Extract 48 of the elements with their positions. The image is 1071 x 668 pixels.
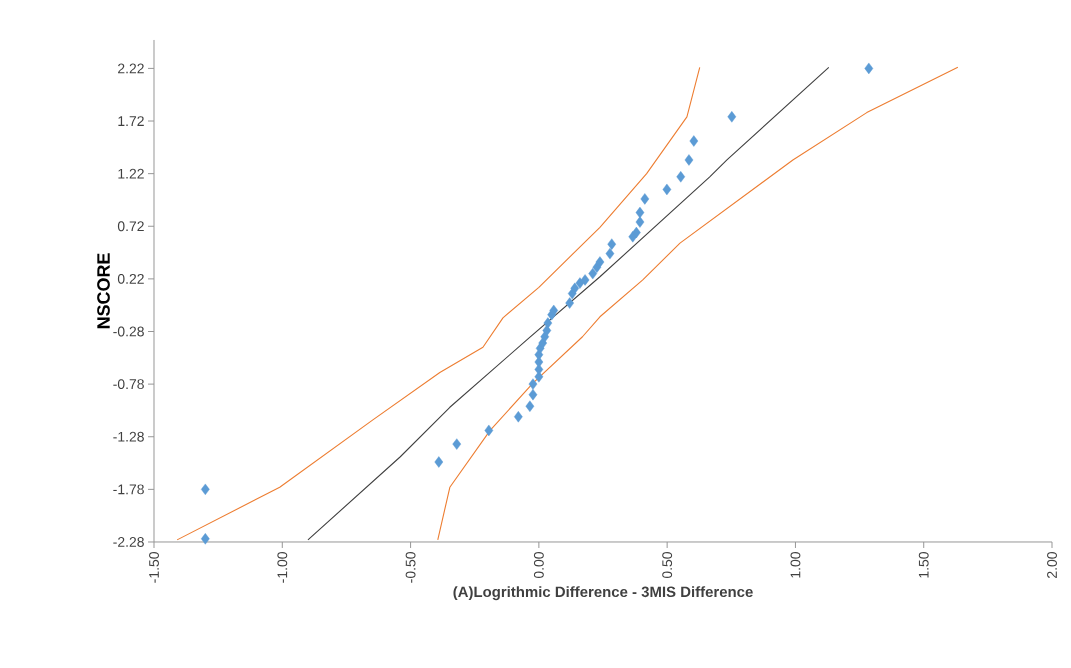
x-tick-label: -1.50 bbox=[149, 552, 159, 583]
y-axis-title: NSCORE bbox=[97, 253, 110, 329]
point bbox=[201, 533, 210, 545]
y-tick-label: -0.28 bbox=[113, 326, 144, 337]
point bbox=[595, 256, 605, 268]
point bbox=[528, 388, 538, 401]
y-tick-label: 2.22 bbox=[118, 63, 144, 74]
point bbox=[514, 411, 523, 423]
x-tick-label: 0.00 bbox=[533, 552, 544, 579]
y-tick-label: 1.72 bbox=[118, 116, 144, 126]
point bbox=[684, 154, 694, 166]
x-tick-label: 0.50 bbox=[662, 552, 673, 579]
x-tick-label: -0.50 bbox=[405, 552, 416, 583]
point bbox=[565, 297, 574, 309]
point bbox=[528, 378, 538, 390]
x-tick-label: 2.00 bbox=[1047, 552, 1057, 578]
point bbox=[434, 456, 444, 468]
point bbox=[662, 183, 672, 196]
point bbox=[605, 247, 615, 260]
line-series bbox=[437, 66, 959, 541]
y-tick-label: 0.22 bbox=[117, 273, 144, 284]
y-tick-label: -2.28 bbox=[113, 537, 144, 547]
x-axis-title: (A)Logrithmic Difference - 3MIS Difference bbox=[453, 586, 753, 601]
line-series bbox=[176, 66, 701, 541]
point bbox=[676, 171, 686, 183]
point bbox=[607, 238, 617, 250]
point bbox=[689, 135, 699, 147]
point bbox=[452, 438, 462, 450]
y-tick-label: -1.28 bbox=[113, 431, 144, 442]
point bbox=[635, 216, 645, 228]
y-tick-label: -0.78 bbox=[113, 379, 144, 390]
point bbox=[580, 274, 590, 286]
x-tick-label: 1.00 bbox=[790, 552, 801, 578]
point bbox=[575, 277, 585, 289]
point bbox=[635, 206, 645, 219]
point bbox=[543, 317, 553, 329]
point bbox=[588, 267, 598, 280]
point bbox=[484, 424, 494, 437]
point bbox=[640, 193, 650, 205]
x-tick-label: -1.00 bbox=[277, 552, 288, 583]
line-series bbox=[307, 66, 830, 541]
point bbox=[727, 111, 737, 123]
x-tick-label: 1.50 bbox=[918, 552, 929, 578]
y-tick-label: 0.72 bbox=[117, 221, 144, 232]
y-tick-label: 1.22 bbox=[118, 168, 144, 179]
point bbox=[525, 400, 535, 412]
point bbox=[864, 62, 874, 75]
y-tick-label: -1.78 bbox=[113, 484, 144, 495]
